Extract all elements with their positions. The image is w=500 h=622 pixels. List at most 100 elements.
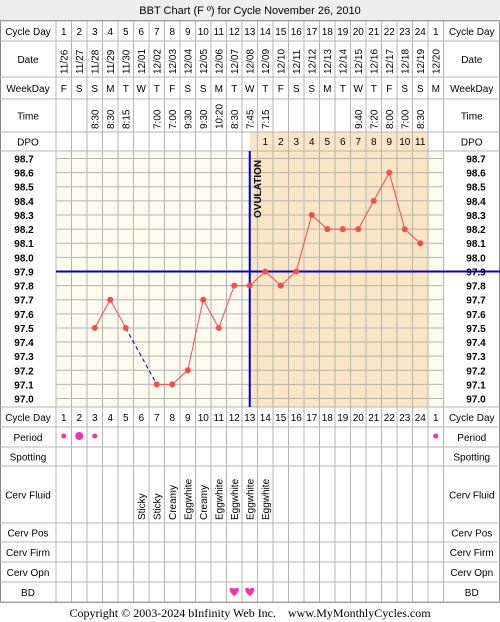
weekday-cell: S	[308, 84, 315, 95]
time-cell: 10:20	[214, 104, 225, 129]
temp-point	[184, 367, 191, 374]
y-tick-label: 97.5	[14, 324, 34, 335]
chart-title: BBT Chart (F º) for Cycle November 26, 2…	[139, 5, 360, 17]
weekday-cell: S	[293, 84, 300, 95]
temp-point	[370, 197, 377, 204]
row-label-cerv-fluid: Cerv Fluid	[5, 491, 51, 502]
weekday-cell: M	[432, 84, 440, 95]
period-dot	[61, 433, 67, 439]
weekday-cell: T	[371, 84, 377, 95]
weekday-cell: S	[91, 84, 98, 95]
dpo-cell: 4	[309, 137, 315, 148]
cycle-day-cell-bottom: 8	[169, 413, 175, 424]
temp-point	[200, 296, 207, 303]
time-cell: 8:30	[416, 109, 427, 129]
row-label-cerv-firm: Cerv Firm	[6, 548, 50, 559]
date-cell: 12/15	[354, 49, 365, 74]
y-tick-label-right: 97.4	[466, 338, 486, 349]
weekday-cell: T	[123, 84, 129, 95]
y-tick-label: 97.1	[14, 380, 34, 391]
temp-line-segment	[156, 171, 421, 385]
date-cell: 12/11	[292, 49, 303, 74]
cycle-day-cell-bottom: 15	[275, 413, 287, 424]
temp-point	[324, 226, 331, 233]
row-label-date: Date	[17, 55, 39, 66]
dpo-cell: 8	[371, 137, 377, 148]
y-tick-label: 98.5	[14, 183, 34, 194]
row-label-period: Period	[14, 433, 43, 444]
cycle-day-cell-bottom: 22	[384, 413, 396, 424]
dpo-cell: 1	[262, 137, 268, 148]
y-tick-label-right: 98.6	[466, 169, 486, 180]
cycle-day-cell-bottom: 23	[399, 413, 411, 424]
cycle-day-cell: 10	[198, 27, 210, 38]
row-label-right-bd: BD	[465, 588, 479, 599]
cycle-day-cell: 15	[275, 27, 287, 38]
cycle-day-cell: 20	[353, 27, 365, 38]
date-cell: 12/01	[137, 49, 148, 74]
cycle-day-cell-bottom: 11	[214, 413, 225, 424]
cycle-day-cell: 22	[384, 27, 396, 38]
date-cell: 12/16	[369, 49, 380, 74]
time-cell: 8:30	[106, 109, 117, 129]
weekday-cell: W	[137, 84, 147, 95]
y-tick-label: 97.6	[14, 310, 34, 321]
y-tick-label-right: 97.9	[466, 267, 486, 278]
y-tick-label-right: 98.5	[466, 183, 486, 194]
cycle-day-cell: 13	[244, 27, 256, 38]
cycle-day-cell: 16	[291, 27, 303, 38]
date-cell: 11/26	[59, 49, 70, 74]
weekday-cell: T	[154, 84, 160, 95]
cycle-day-cell-bottom: 5	[123, 413, 129, 424]
y-tick-label-right: 98.1	[466, 239, 486, 250]
weekday-cell: S	[76, 84, 83, 95]
y-tick-label: 98.0	[14, 253, 34, 264]
y-tick-label: 97.0	[14, 395, 34, 406]
cycle-day-cell: 14	[260, 27, 272, 38]
cycle-day-cell: 24	[415, 27, 427, 38]
row-label-dpo: DPO	[17, 138, 39, 149]
temp-gap-dashed-line	[125, 327, 158, 385]
cycle-day-cell-bottom: 24	[415, 413, 427, 424]
cycle-day-cell: 21	[368, 27, 380, 38]
dpo-cell: 7	[355, 137, 361, 148]
y-tick-label-right: 97.2	[466, 366, 486, 377]
date-cell: 12/19	[416, 49, 427, 74]
date-cell: 12/05	[199, 49, 210, 74]
cycle-day-cell-bottom: 16	[291, 413, 303, 424]
title-bar	[0, 0, 500, 20]
row-label-right-cerv-opn: Cerv Opn	[450, 568, 493, 579]
period-dot	[433, 433, 439, 439]
row-label-spotting: Spotting	[10, 453, 47, 464]
cycle-day-cell: 1	[433, 27, 439, 38]
date-cell: 12/07	[230, 49, 241, 74]
time-cell: 7:00	[400, 109, 411, 129]
cycle-day-cell: 18	[322, 27, 334, 38]
y-tick-label-right: 97.8	[466, 282, 486, 293]
weekday-cell: S	[184, 84, 191, 95]
date-cell: 12/17	[385, 49, 396, 74]
cycle-day-cell: 3	[92, 27, 98, 38]
temp-point	[293, 268, 300, 275]
dpo-cell: 6	[340, 137, 346, 148]
temp-point	[231, 282, 238, 289]
row-label-right-cycle-day: Cycle Day	[449, 413, 495, 424]
cycle-day-cell-bottom: 3	[92, 413, 98, 424]
cycle-day-cell: 4	[107, 27, 113, 38]
date-cell: 12/03	[168, 49, 179, 74]
weekday-cell: W	[245, 84, 255, 95]
y-tick-label-right: 97.7	[466, 296, 486, 307]
date-cell: 12/20	[431, 49, 442, 74]
weekday-cell: T	[231, 84, 237, 95]
date-cell: 12/10	[276, 49, 287, 74]
y-tick-label-right: 97.5	[466, 324, 486, 335]
dpo-cell: 2	[278, 137, 284, 148]
time-cell: 7:20	[369, 109, 380, 129]
row-label-right-spotting: Spotting	[453, 453, 490, 464]
period-dot	[92, 433, 98, 439]
weekday-cell: T	[340, 84, 346, 95]
ovulation-label: OVULATION	[253, 160, 264, 218]
period-dot	[75, 432, 84, 440]
cycle-day-cell-bottom: 10	[198, 413, 210, 424]
cerv-fluid-cell: Sticky	[137, 493, 148, 520]
